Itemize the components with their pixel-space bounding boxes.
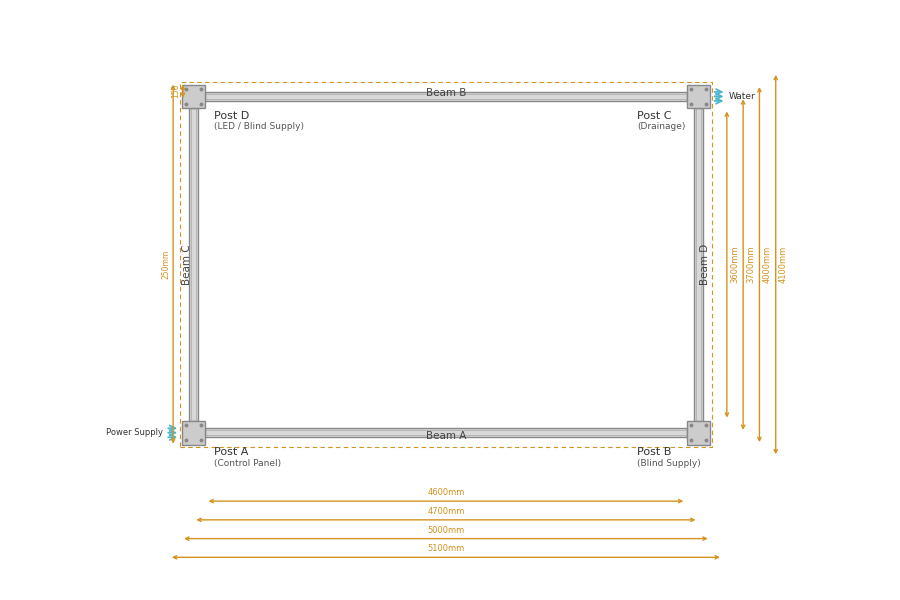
Text: Post D: Post D — [214, 111, 249, 121]
Text: 150: 150 — [172, 84, 181, 98]
Text: Beam A: Beam A — [426, 431, 466, 441]
Text: 250mm: 250mm — [162, 250, 171, 279]
Text: 4000mm: 4000mm — [762, 246, 771, 283]
Text: 4600mm: 4600mm — [428, 488, 464, 497]
Bar — [205, 428, 687, 437]
Bar — [182, 421, 205, 445]
Text: 4100mm: 4100mm — [779, 246, 788, 283]
Bar — [182, 85, 205, 108]
Text: (Drainage): (Drainage) — [637, 122, 686, 131]
Text: (Blind Supply): (Blind Supply) — [637, 459, 701, 468]
Bar — [687, 85, 710, 108]
Text: Power Supply: Power Supply — [106, 428, 163, 437]
Text: Post A: Post A — [214, 448, 248, 457]
Text: 4700mm: 4700mm — [428, 507, 464, 516]
Text: Post B: Post B — [637, 448, 671, 457]
Text: 3600mm: 3600mm — [730, 246, 739, 283]
Bar — [189, 108, 198, 421]
Text: (LED / Blind Supply): (LED / Blind Supply) — [214, 122, 304, 131]
Bar — [694, 108, 703, 421]
Text: Beam B: Beam B — [426, 88, 466, 98]
Text: Water: Water — [729, 92, 756, 101]
Bar — [205, 92, 687, 101]
Text: 3700mm: 3700mm — [746, 246, 755, 283]
Bar — [687, 421, 710, 445]
Text: (Control Panel): (Control Panel) — [214, 459, 281, 468]
Text: Post C: Post C — [637, 111, 671, 121]
Text: 5100mm: 5100mm — [428, 544, 464, 553]
Bar — [180, 82, 712, 446]
Text: Beam C: Beam C — [182, 244, 192, 285]
Text: Beam D: Beam D — [700, 244, 710, 285]
Text: 5000mm: 5000mm — [428, 526, 464, 535]
Bar — [194, 97, 698, 433]
